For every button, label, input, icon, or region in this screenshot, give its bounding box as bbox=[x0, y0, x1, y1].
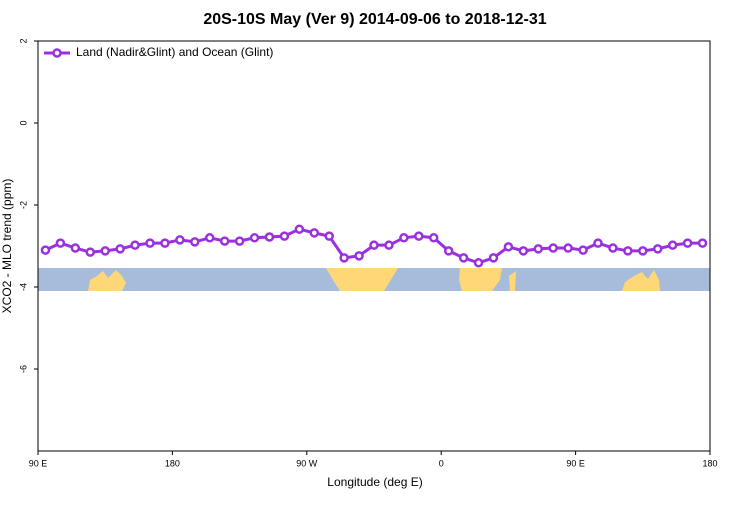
y-axis-label: XCO2 - MLO trend (ppm) bbox=[0, 179, 14, 314]
y-tick-label: -2 bbox=[18, 201, 28, 209]
data-point bbox=[473, 258, 484, 268]
data-point bbox=[294, 224, 305, 234]
x-tick-label: 90 E bbox=[29, 458, 48, 468]
chart-title: 20S-10S May (Ver 9) 2014-09-06 to 2018-1… bbox=[203, 11, 546, 28]
data-point bbox=[55, 238, 66, 248]
data-point bbox=[85, 247, 96, 257]
legend-label: Land (Nadir&Glint) and Ocean (Glint) bbox=[76, 45, 273, 59]
data-point bbox=[623, 246, 633, 256]
data-point bbox=[443, 246, 454, 256]
data-point bbox=[414, 231, 424, 241]
data-point bbox=[264, 232, 275, 242]
data-point bbox=[130, 240, 140, 250]
data-point bbox=[175, 235, 185, 245]
data-point bbox=[428, 233, 439, 243]
data-point bbox=[249, 233, 260, 243]
data-point bbox=[578, 245, 588, 255]
data-point bbox=[593, 238, 603, 248]
x-axis-label: Longitude (deg E) bbox=[327, 475, 422, 489]
data-point bbox=[219, 236, 230, 246]
data-point bbox=[638, 246, 648, 256]
x-tick-label: 90 E bbox=[566, 458, 585, 468]
data-point bbox=[70, 243, 81, 253]
data-point bbox=[339, 253, 349, 263]
data-point bbox=[234, 236, 245, 246]
data-point bbox=[369, 240, 379, 250]
map-strip bbox=[38, 268, 710, 291]
data-point bbox=[40, 245, 51, 255]
legend-marker bbox=[52, 48, 62, 58]
data-point bbox=[548, 243, 558, 253]
data-point bbox=[503, 242, 514, 252]
x-tick-label: 180 bbox=[702, 458, 717, 468]
data-point bbox=[399, 233, 409, 243]
y-tick-label: -4 bbox=[18, 283, 28, 291]
data-point bbox=[115, 244, 125, 254]
data-point bbox=[190, 237, 200, 247]
data-point bbox=[488, 253, 499, 263]
data-point bbox=[145, 238, 155, 248]
data-point bbox=[652, 244, 663, 254]
data-point bbox=[518, 246, 529, 256]
data-point bbox=[533, 244, 544, 254]
data-point bbox=[682, 238, 693, 248]
data-point bbox=[204, 233, 215, 243]
data-point bbox=[354, 251, 364, 261]
data-point bbox=[563, 243, 573, 253]
data-point bbox=[160, 238, 170, 248]
x-tick-label: 0 bbox=[439, 458, 444, 468]
data-point bbox=[100, 246, 110, 256]
y-tick-label: -6 bbox=[18, 365, 28, 373]
data-point bbox=[384, 240, 394, 250]
x-tick-label: 180 bbox=[165, 458, 180, 468]
y-tick-label: 2 bbox=[18, 38, 28, 43]
data-point bbox=[458, 253, 469, 263]
data-point bbox=[279, 231, 290, 241]
data-point bbox=[309, 228, 320, 238]
x-tick-label: 90 W bbox=[296, 458, 318, 468]
plot-frame bbox=[37, 40, 711, 452]
data-point bbox=[667, 240, 678, 250]
data-point bbox=[697, 238, 708, 248]
data-point bbox=[608, 243, 618, 253]
data-point bbox=[324, 231, 334, 241]
y-tick-label: 0 bbox=[18, 120, 28, 125]
